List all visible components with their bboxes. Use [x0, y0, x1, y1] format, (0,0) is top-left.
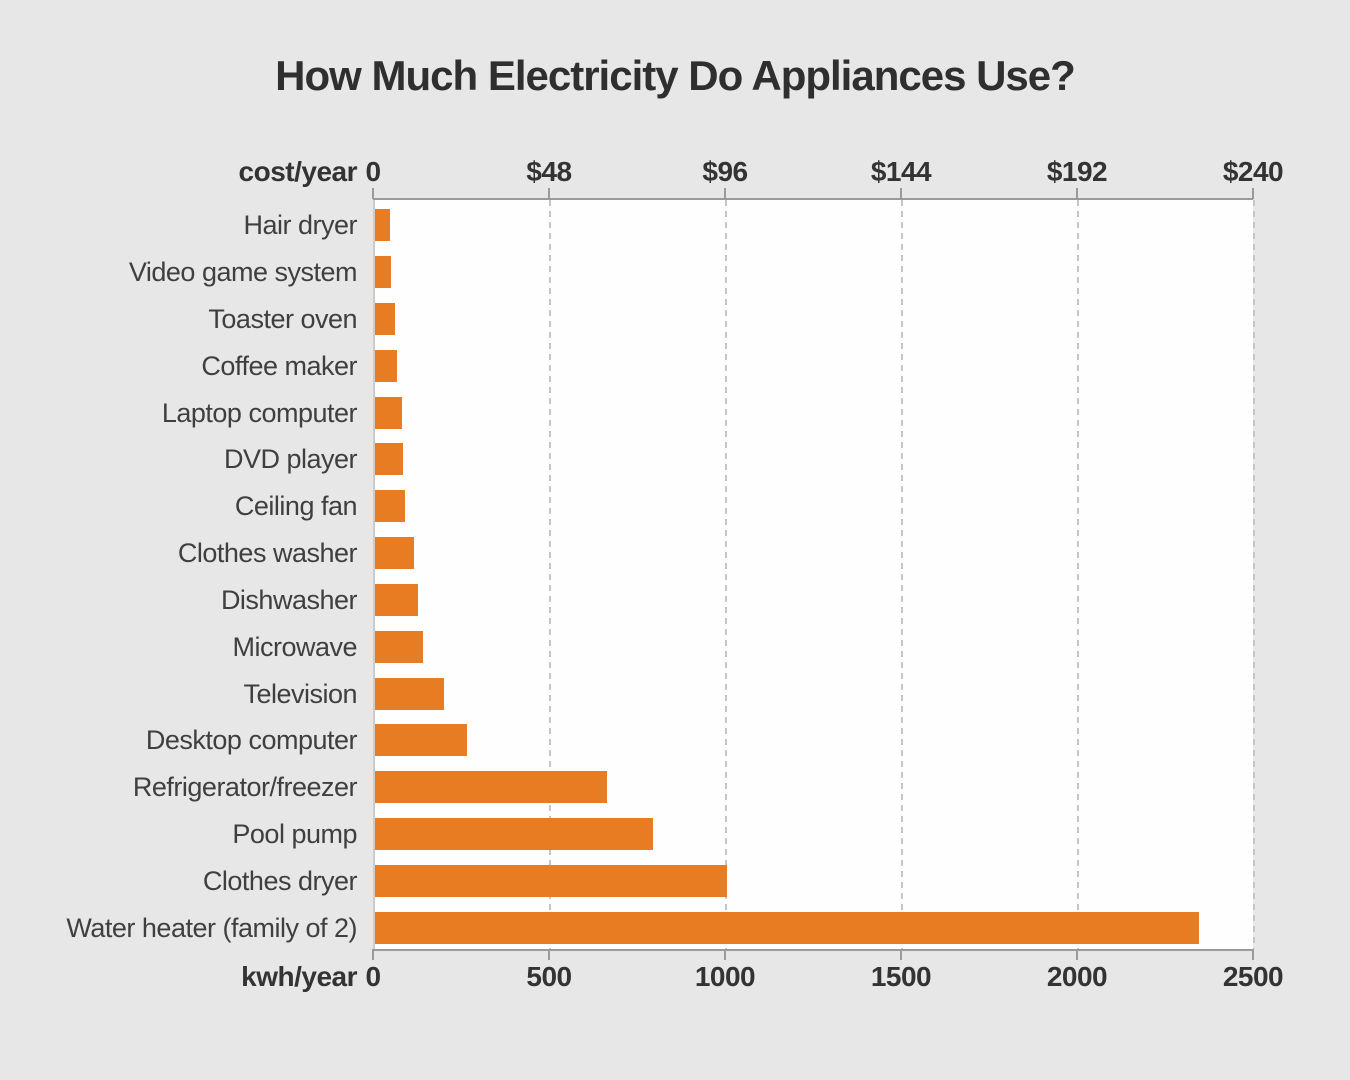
- category-label: Ceiling fan: [234, 491, 358, 522]
- bar: [375, 817, 653, 850]
- category-label: Clothes dryer: [202, 865, 358, 896]
- bar: [375, 724, 467, 757]
- top-axis-line: [373, 198, 1253, 200]
- bottom-tick-mark: [1076, 949, 1078, 960]
- category-label: DVD player: [223, 444, 358, 475]
- gridline: [549, 200, 551, 949]
- bottom-tick-label: 2000: [1046, 961, 1108, 992]
- bar: [375, 537, 414, 570]
- category-label: Microwave: [232, 631, 357, 662]
- top-axis-label: cost/year: [238, 156, 358, 187]
- top-tick-mark: [900, 188, 902, 199]
- category-label: Hair dryer: [243, 210, 357, 241]
- gridline: [1077, 200, 1079, 949]
- bar: [375, 864, 727, 897]
- gridline: [725, 200, 727, 949]
- bottom-tick-mark: [900, 949, 902, 960]
- category-label: Coffee maker: [201, 350, 357, 381]
- gridline: [1253, 200, 1255, 949]
- bottom-axis-line: [373, 949, 1253, 951]
- bottom-tick-mark: [372, 949, 374, 960]
- category-label: Laptop computer: [161, 397, 358, 428]
- bar: [375, 583, 418, 616]
- top-tick-label: $48: [526, 156, 572, 187]
- bottom-tick-label: 500: [526, 961, 572, 992]
- bar: [375, 771, 607, 804]
- bar: [375, 396, 402, 429]
- top-tick-label: $192: [1046, 156, 1108, 187]
- category-label: Water heater (family of 2): [66, 912, 357, 943]
- category-label: Pool pump: [232, 818, 357, 849]
- top-tick-mark: [724, 188, 726, 199]
- category-label: Dishwasher: [220, 584, 358, 615]
- category-label: Refrigerator/freezer: [132, 772, 358, 803]
- bottom-tick-label: 0: [365, 961, 381, 992]
- bottom-tick-label: 1500: [870, 961, 932, 992]
- bottom-tick-mark: [1252, 949, 1254, 960]
- bar: [375, 911, 1199, 944]
- top-tick-mark: [372, 188, 374, 199]
- top-tick-mark: [548, 188, 550, 199]
- plot-area: [373, 200, 1255, 949]
- category-label: Desktop computer: [145, 725, 358, 756]
- bar: [375, 490, 405, 523]
- top-tick-label: $96: [702, 156, 748, 187]
- category-label: Clothes washer: [177, 538, 358, 569]
- bar: [375, 303, 395, 336]
- bar: [375, 443, 403, 476]
- bottom-axis-label: kwh/year: [241, 961, 357, 992]
- bar: [375, 677, 444, 710]
- bar: [375, 209, 390, 242]
- bar: [375, 256, 391, 289]
- top-tick-label: $240: [1222, 156, 1284, 187]
- top-tick-mark: [1252, 188, 1254, 199]
- top-tick-label: 0: [365, 156, 381, 187]
- top-tick-label: $144: [870, 156, 932, 187]
- bottom-tick-mark: [548, 949, 550, 960]
- category-label: Video game system: [128, 257, 358, 288]
- bottom-tick-mark: [724, 949, 726, 960]
- top-tick-mark: [1076, 188, 1078, 199]
- category-label: Television: [243, 678, 357, 709]
- bar: [375, 349, 397, 382]
- chart-title: How Much Electricity Do Appliances Use?: [275, 52, 1076, 99]
- bottom-tick-label: 1000: [694, 961, 756, 992]
- gridline: [901, 200, 903, 949]
- bar: [375, 630, 423, 663]
- category-label: Toaster oven: [208, 304, 357, 335]
- bottom-tick-label: 2500: [1222, 961, 1284, 992]
